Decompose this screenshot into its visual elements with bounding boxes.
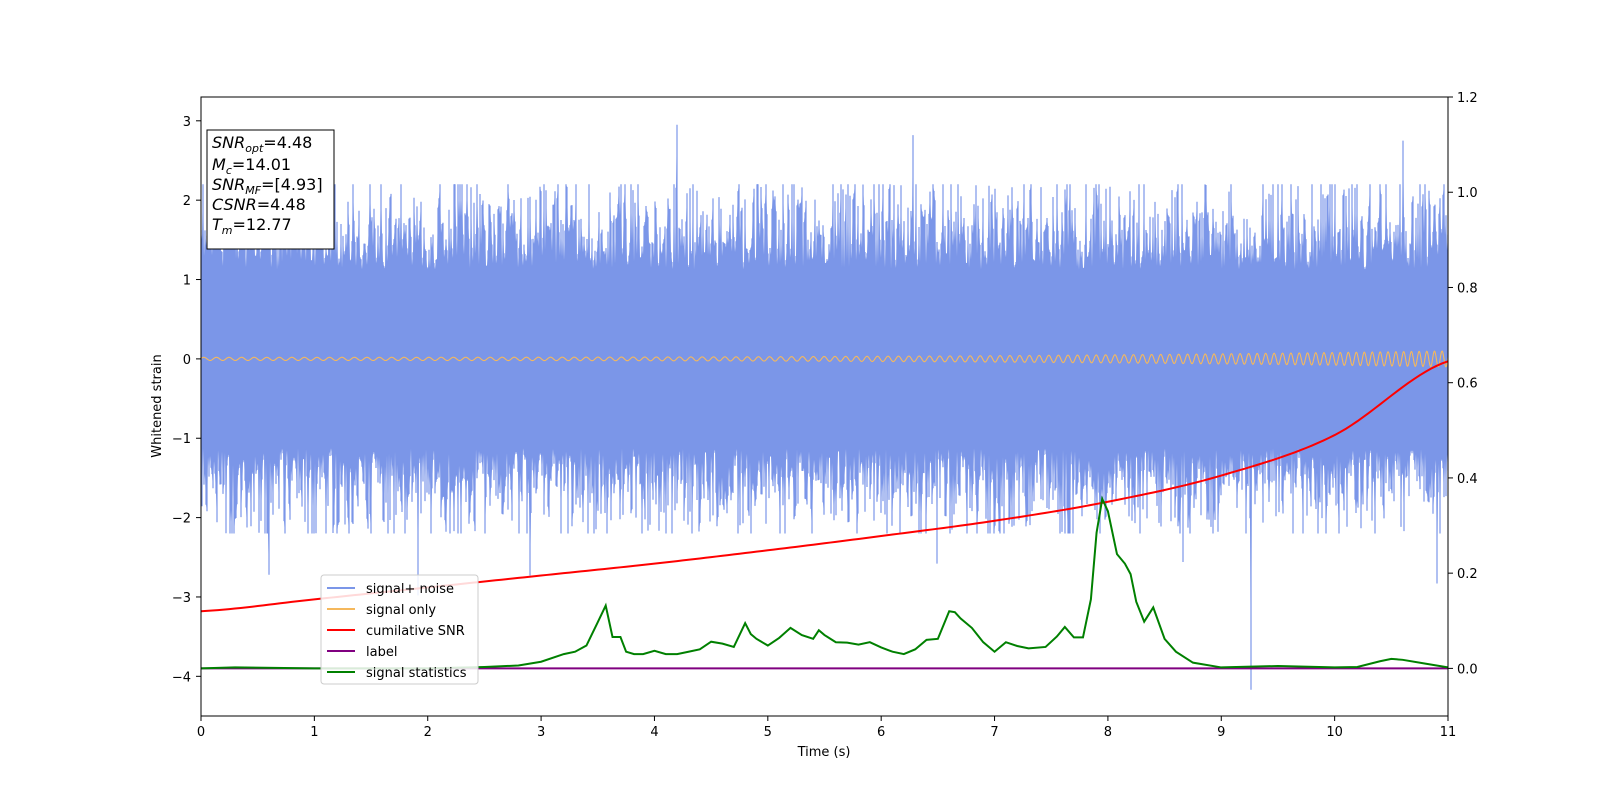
annotation-line: SNRopt=4.48 <box>212 133 312 155</box>
x-tick-label: 6 <box>877 725 885 740</box>
y-right-tick-label: 0.8 <box>1457 281 1478 296</box>
y-right-tick-label: 0.2 <box>1457 567 1478 582</box>
legend-label: signal only <box>366 603 436 618</box>
y-axis-left: 3 2 1 0 −1 −2 −3 −4 <box>172 115 201 685</box>
x-tick-label: 9 <box>1217 725 1225 740</box>
annotation-value: =12.77 <box>233 215 292 234</box>
x-tick-label: 4 <box>650 725 658 740</box>
y-right-tick-label: 0.0 <box>1457 662 1478 677</box>
series-signal-only-line <box>201 350 1448 368</box>
y-left-tick-label: 2 <box>183 194 191 209</box>
annotation-subscript: MF <box>245 184 261 197</box>
annotation-subscript: m <box>222 224 233 237</box>
y-axis-right: 1.2 1.0 0.8 0.6 0.4 0.2 0.0 <box>1448 91 1478 677</box>
annotation-value: =14.01 <box>232 155 291 174</box>
legend: signal+ noise signal only cumilative SNR la… <box>320 574 479 685</box>
x-axis: 0 1 2 3 4 5 6 7 8 9 10 11 <box>197 716 1456 740</box>
y-right-tick-label: 1.2 <box>1457 91 1478 106</box>
y-right-tick-label: 0.4 <box>1457 472 1478 487</box>
annotation-symbol: CSNR <box>212 195 257 214</box>
legend-frame <box>320 574 479 685</box>
series-signal-plus-noise-line <box>201 124 1448 690</box>
x-tick-label: 1 <box>310 725 318 740</box>
annotation-symbol: T <box>212 215 223 234</box>
y-left-tick-label: −3 <box>172 591 191 606</box>
annotation-line: Mc=14.01 <box>212 155 291 177</box>
annotation-box: SNRopt=4.48Mc=14.01SNRMF=[4.93]CSNR=4.48… <box>206 129 335 250</box>
x-tick-label: 7 <box>990 725 998 740</box>
x-tick-label: 8 <box>1104 725 1112 740</box>
legend-label: signal+ noise <box>366 582 454 597</box>
annotation-value: =4.48 <box>257 195 306 214</box>
annotation-symbol: SNR <box>212 133 245 152</box>
y-axis-label: Whitened strain <box>150 354 165 457</box>
annotation-symbol: SNR <box>212 175 245 194</box>
legend-label: signal statistics <box>366 666 467 681</box>
annotation-subscript: c <box>226 164 232 177</box>
x-tick-label: 11 <box>1440 725 1457 740</box>
y-left-tick-label: −2 <box>172 512 191 527</box>
x-tick-label: 10 <box>1326 725 1343 740</box>
x-tick-label: 2 <box>424 725 432 740</box>
y-right-tick-label: 0.6 <box>1457 377 1478 392</box>
annotation-frame <box>206 129 335 250</box>
x-tick-label: 0 <box>197 725 205 740</box>
x-tick-label: 3 <box>537 725 545 740</box>
y-left-tick-label: 1 <box>183 274 191 289</box>
legend-label: cumilative SNR <box>366 624 465 639</box>
legend-label: label <box>366 645 397 660</box>
x-axis-label: Time (s) <box>797 745 851 760</box>
y-right-tick-label: 1.0 <box>1457 186 1478 201</box>
annotation-line: Tm=12.77 <box>212 215 292 237</box>
annotation-line: SNRMF=[4.93] <box>212 175 323 197</box>
y-left-tick-label: 3 <box>183 115 191 130</box>
annotation-symbol: M <box>212 155 226 174</box>
x-tick-label: 5 <box>764 725 772 740</box>
annotation-value: =[4.93] <box>261 175 323 194</box>
annotation-value: =4.48 <box>263 133 312 152</box>
annotation-line: CSNR=4.48 <box>212 195 306 214</box>
y-left-tick-label: −1 <box>172 432 191 447</box>
series-signal-statistics-line <box>201 495 1448 670</box>
y-left-tick-label: 0 <box>183 353 191 368</box>
annotation-subscript: opt <box>245 142 264 155</box>
y-left-tick-label: −4 <box>172 670 191 685</box>
axes-frame <box>200 96 1449 717</box>
